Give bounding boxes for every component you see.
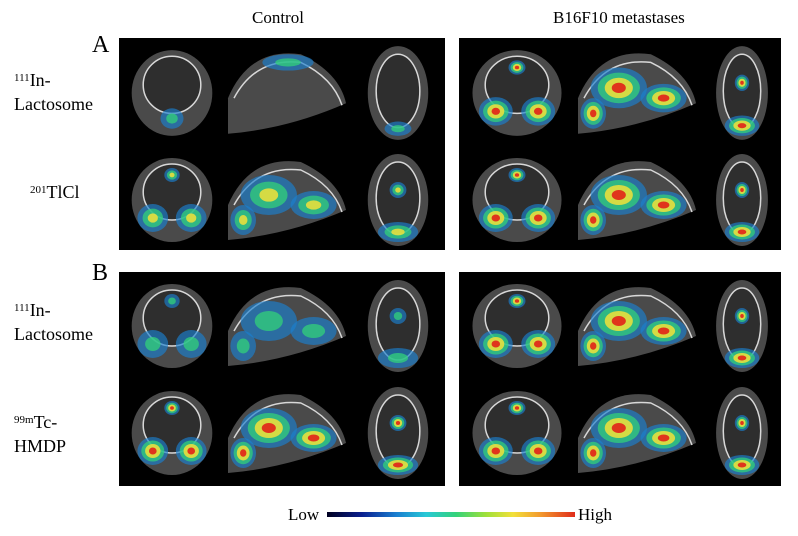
scan-control-row4-sag	[224, 383, 352, 483]
scan-metastases-row4-sag	[574, 383, 702, 483]
scan-control-row4-cor	[124, 383, 220, 483]
scan-metastases-row2-ax	[706, 150, 778, 250]
row-label-b2: 99mTc- HMDP	[14, 412, 67, 456]
panel-a-letter: A	[92, 32, 110, 58]
scan-control-row2-ax	[356, 150, 440, 250]
scan-control-row2-cor	[124, 150, 220, 250]
control-column-title: Control	[252, 8, 304, 27]
scan-metastases-row3-ax	[706, 276, 778, 376]
scan-metastases-row4-ax	[706, 383, 778, 483]
scan-metastases-row3-sag	[574, 276, 702, 376]
row-label-a2: 201TlCl	[30, 182, 80, 202]
scan-metastases-row1-ax	[706, 42, 778, 144]
intensity-colorbar	[327, 512, 575, 517]
row-label-b1: 111In- Lactosome	[14, 300, 93, 344]
scan-control-row4-ax	[356, 383, 440, 483]
scan-control-row1-ax	[356, 42, 440, 144]
scan-metastases-row1-cor	[464, 42, 570, 144]
scan-metastases-row4-cor	[464, 383, 570, 483]
legend-low-label: Low	[288, 505, 320, 524]
legend-high-label: High	[578, 505, 612, 524]
scan-control-row2-sag	[224, 150, 352, 250]
scan-control-row3-sag	[224, 276, 352, 376]
scan-control-row3-ax	[356, 276, 440, 376]
scan-metastases-row2-cor	[464, 150, 570, 250]
scan-metastases-row3-cor	[464, 276, 570, 376]
scan-control-row1-sag	[224, 42, 352, 144]
metastases-column-title: B16F10 metastases	[553, 8, 685, 27]
scan-metastases-row1-sag	[574, 42, 702, 144]
scan-control-row3-cor	[124, 276, 220, 376]
scan-metastases-row2-sag	[574, 150, 702, 250]
panel-b-letter: B	[92, 260, 109, 286]
row-label-a1: 111In- Lactosome	[14, 70, 93, 114]
scan-control-row1-cor	[124, 42, 220, 144]
